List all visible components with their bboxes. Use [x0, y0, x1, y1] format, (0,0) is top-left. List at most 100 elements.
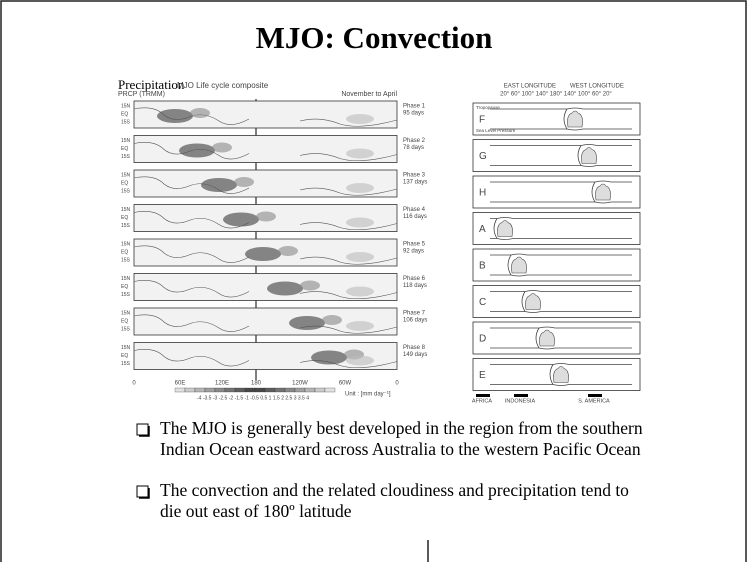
east-label: EAST LONGITUDE	[504, 84, 556, 90]
colorbar-cell	[265, 388, 275, 392]
bullet-box	[137, 424, 148, 435]
stage-box	[473, 322, 640, 354]
colorbar-cell	[245, 388, 255, 392]
longitude-label: 120W	[292, 381, 308, 387]
latitude-label: 15N	[121, 172, 131, 178]
latitude-label: 15S	[121, 154, 131, 160]
latitude-label: 15N	[121, 276, 131, 282]
longitude-label: 60W	[339, 381, 352, 387]
bullet-text: die out east of 180º latitude	[160, 501, 352, 521]
stage-letter: B	[479, 261, 486, 272]
field-label: PRCP (TRMM)	[118, 91, 165, 98]
colorbar-cell	[225, 388, 235, 392]
phase-days: 95 days	[403, 111, 424, 117]
slide: MJO: Convection Precipitation MJO Life c…	[0, 0, 748, 562]
suppressed	[346, 114, 374, 124]
colorbar-cell	[305, 388, 315, 392]
longitude-label: 180	[251, 381, 262, 387]
stage-box	[473, 249, 640, 281]
longitude-label: 0	[395, 381, 399, 387]
colorbar-cell	[325, 388, 335, 392]
bullet-text: Indian Ocean eastward across Australia t…	[160, 439, 641, 459]
degree-labels: 20° 60° 100° 140° 180° 140° 100° 60° 20°	[500, 92, 612, 98]
stage-box	[473, 140, 640, 172]
stage-box	[473, 286, 640, 318]
colorbar-cell	[215, 388, 225, 392]
latitude-label: EQ	[121, 111, 128, 117]
latitude-label: EQ	[121, 146, 128, 152]
stage-letter: E	[479, 370, 486, 381]
colorbar-cell	[315, 388, 325, 392]
phase-label: Phase 8	[403, 345, 426, 351]
suppressed	[346, 149, 374, 159]
bullet-box	[137, 486, 148, 497]
latitude-label: 15S	[121, 257, 131, 263]
stage-letter: G	[479, 151, 487, 162]
phase-label: Phase 1	[403, 104, 426, 110]
region-bar	[514, 394, 528, 397]
latitude-label: 15N	[121, 103, 131, 109]
convection	[223, 213, 259, 227]
convection	[179, 144, 215, 158]
phase-label: Phase 3	[403, 173, 426, 179]
convection	[267, 282, 303, 296]
suppressed	[346, 321, 374, 331]
phase-days: 118 days	[403, 283, 427, 289]
region-bar	[476, 394, 490, 397]
suppressed	[346, 183, 374, 193]
phase-days: 137 days	[403, 180, 427, 186]
latitude-label: 15S	[121, 223, 131, 229]
figure-caption: MJO Life cycle composite	[177, 81, 269, 90]
phase-label: Phase 5	[403, 242, 426, 248]
region-label: INDONESIA	[505, 398, 536, 404]
latitude-label: EQ	[121, 353, 128, 359]
convection	[278, 246, 298, 256]
slp-label: Sea Level Pressure	[476, 128, 516, 133]
region-label: S. AMERICA	[578, 398, 610, 404]
season-label: November to April	[341, 91, 397, 98]
suppressed	[346, 356, 374, 366]
colorbar-cell	[235, 388, 245, 392]
unit-label: Unit : [mm day⁻¹]	[345, 392, 391, 398]
latitude-label: 15S	[121, 188, 131, 194]
convection	[311, 351, 347, 365]
colorbar-cell	[295, 388, 305, 392]
phase-days: 116 days	[403, 214, 427, 220]
stage-box	[473, 176, 640, 208]
latitude-label: EQ	[121, 215, 128, 221]
latitude-label: 15S	[121, 361, 131, 367]
colorbar-cell	[255, 388, 265, 392]
convection	[212, 143, 232, 153]
phase-days: 92 days	[403, 249, 424, 255]
latitude-label: 15N	[121, 241, 131, 247]
phase-label: Phase 6	[403, 276, 426, 282]
latitude-label: 15S	[121, 326, 131, 332]
convection	[234, 177, 254, 187]
bullet-text: The convection and the related cloudines…	[160, 480, 629, 500]
convection	[201, 178, 237, 192]
stage-letter: D	[479, 334, 486, 345]
stage-letter: H	[479, 188, 486, 199]
phase-days: 106 days	[403, 318, 427, 324]
phase-days: 78 days	[403, 145, 424, 151]
figure-label: Precipitation	[118, 77, 185, 92]
suppressed	[346, 287, 374, 297]
west-label: WEST LONGITUDE	[570, 84, 624, 90]
convection	[157, 109, 193, 123]
region-bar	[588, 394, 602, 397]
colorbar-cell	[285, 388, 295, 392]
longitude-label: 60E	[175, 381, 186, 387]
bullet-text: The MJO is generally best developed in t…	[160, 418, 643, 438]
longitude-label: 120E	[215, 381, 229, 387]
colorbar-labels: -4 -3.5 -3 -2.5 -2 -1.5 -1 -0.5 0.5 1 1.…	[197, 395, 309, 401]
latitude-label: EQ	[121, 249, 128, 255]
colorbar-cell	[175, 388, 185, 392]
phase-label: Phase 7	[403, 311, 426, 317]
convection	[289, 316, 325, 330]
suppressed	[346, 252, 374, 262]
longitude-label: 0	[132, 381, 136, 387]
phase-days: 149 days	[403, 352, 427, 358]
colorbar-cell	[195, 388, 205, 392]
colorbar-cell	[205, 388, 215, 392]
phase-label: Phase 2	[403, 138, 426, 144]
